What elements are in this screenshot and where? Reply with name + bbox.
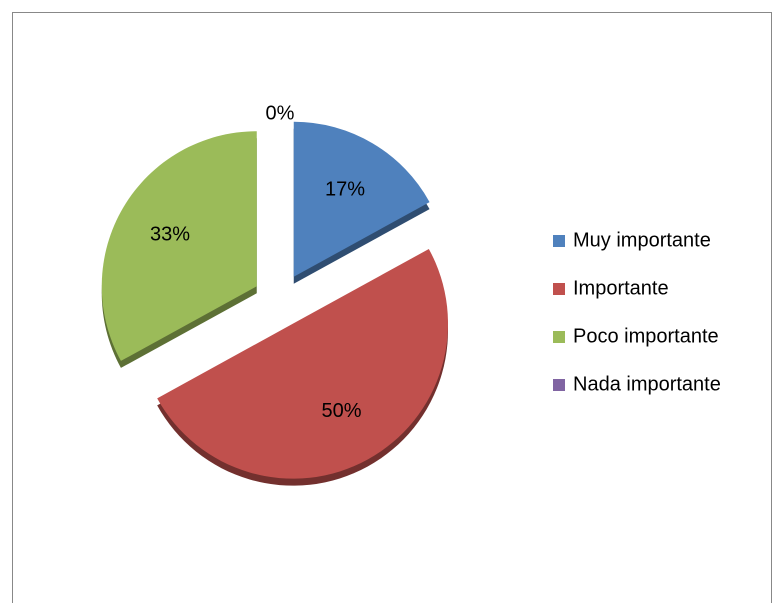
legend-label: Poco importante xyxy=(573,325,719,347)
legend-label: Importante xyxy=(573,277,669,299)
slice xyxy=(157,248,449,479)
legend-swatch xyxy=(553,379,565,391)
data-label: 17% xyxy=(325,178,365,200)
legend-swatch xyxy=(553,283,565,295)
legend-swatch xyxy=(553,331,565,343)
legend-label: Nada importante xyxy=(573,373,721,395)
slice xyxy=(101,131,257,361)
data-label: 50% xyxy=(322,400,362,422)
data-label: 0% xyxy=(266,102,295,124)
legend-label: Muy importante xyxy=(573,229,711,251)
legend-swatch xyxy=(553,235,565,247)
data-label: 33% xyxy=(150,223,190,245)
slice xyxy=(293,121,430,277)
